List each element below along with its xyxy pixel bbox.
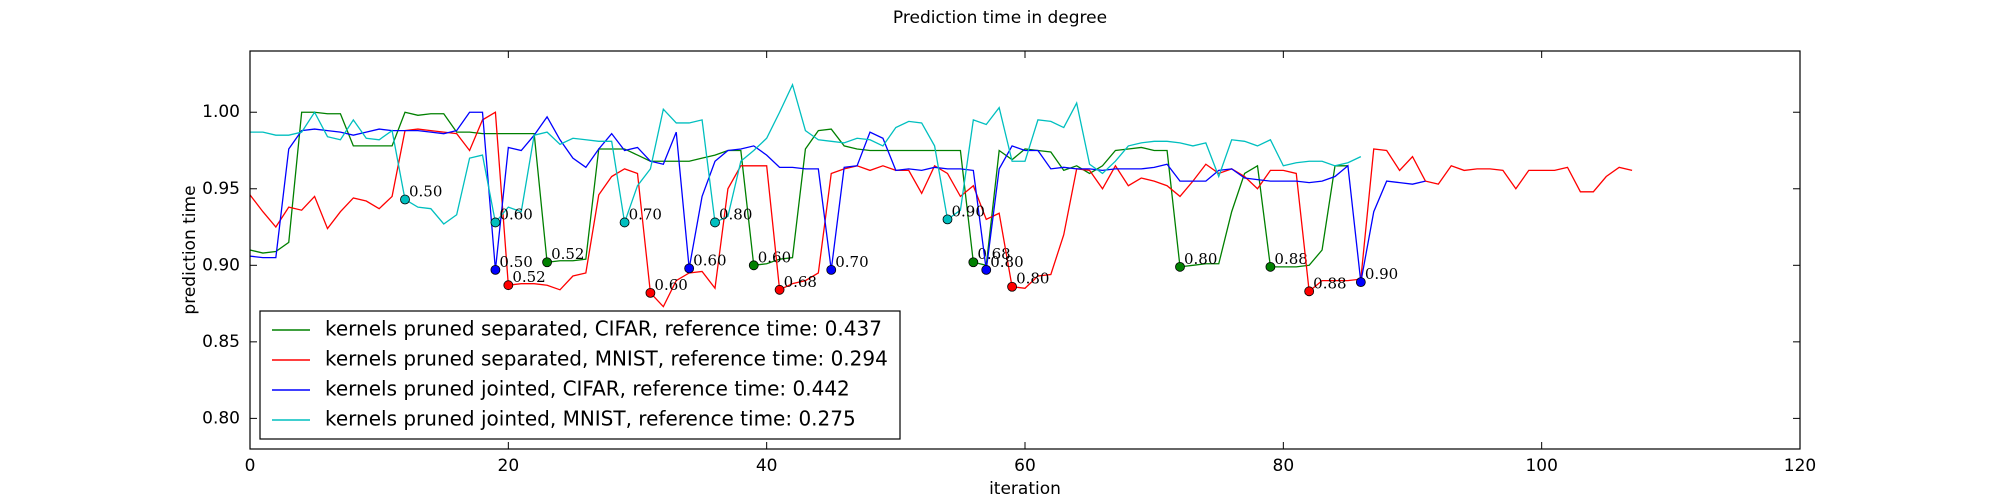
point-marker	[490, 264, 501, 275]
x-tick-label: 80	[1273, 456, 1295, 476]
plot-frame	[249, 50, 1801, 450]
point-marker	[503, 280, 514, 291]
point-marker	[826, 264, 837, 275]
legend-label: kernels pruned separated, CIFAR, referen…	[325, 317, 882, 341]
x-tick-label: 20	[498, 456, 520, 476]
point-label: 0.70	[629, 205, 662, 223]
point-marker	[748, 260, 759, 271]
legend-label: kernels pruned separated, MNIST, referen…	[325, 347, 888, 371]
y-tick-label: 0.95	[202, 179, 240, 199]
point-marker	[490, 217, 501, 228]
point-label: 0.90	[1365, 265, 1398, 283]
point-label: 0.70	[835, 253, 868, 271]
point-marker	[981, 264, 992, 275]
point-label: 0.52	[512, 268, 545, 286]
point-marker	[645, 287, 656, 298]
point-marker	[968, 257, 979, 268]
x-axis-label: iteration	[989, 479, 1061, 499]
x-tick-label: 60	[1014, 456, 1036, 476]
x-tick-label: 120	[1784, 456, 1816, 476]
point-label: 0.80	[1184, 250, 1217, 268]
point-label: 0.60	[693, 251, 726, 269]
point-marker	[400, 194, 410, 205]
series-line	[249, 111, 1426, 283]
point-marker	[1007, 281, 1017, 292]
series-line	[249, 111, 1348, 268]
point-marker	[774, 284, 785, 295]
y-axis-label: prediction time	[180, 185, 200, 314]
chart-title: Prediction time in degree	[893, 8, 1107, 28]
point-label: 0.80	[990, 253, 1023, 271]
point-label: 0.68	[977, 245, 1010, 263]
point-marker	[942, 214, 953, 225]
point-marker	[542, 257, 552, 268]
point-label: 0.50	[499, 253, 532, 271]
point-label: 0.88	[1274, 250, 1307, 268]
y-tick-label: 0.90	[202, 255, 240, 275]
point-marker	[1175, 261, 1185, 272]
point-label: 0.88	[1313, 274, 1346, 292]
point-marker	[1355, 277, 1366, 288]
point-label: 0.50	[409, 182, 442, 200]
point-label: 0.90	[952, 202, 985, 220]
x-tick-label: 100	[1525, 456, 1557, 476]
x-tick-label: 0	[245, 456, 256, 476]
y-tick-label: 1.00	[202, 102, 240, 122]
point-label: 0.80	[719, 205, 752, 223]
point-label: 0.60	[758, 248, 791, 266]
legend-box	[259, 310, 901, 440]
point-label: 0.60	[499, 205, 532, 223]
point-marker	[619, 217, 630, 228]
series-line	[250, 82, 1362, 225]
y-tick-label: 0.85	[202, 332, 240, 352]
point-label: 0.80	[1016, 270, 1049, 288]
legend-label: kernels pruned jointed, CIFAR, reference…	[325, 377, 850, 401]
point-marker	[684, 263, 695, 274]
legend-label: kernels pruned jointed, MNIST, reference…	[325, 407, 856, 431]
point-label: 0.52	[551, 245, 584, 263]
point-marker	[710, 217, 720, 228]
point-label: 0.60	[654, 276, 687, 294]
point-marker	[1265, 261, 1276, 272]
series-line	[249, 111, 1633, 308]
x-tick-label: 40	[756, 456, 778, 476]
y-tick-label: 0.80	[202, 408, 240, 428]
point-label: 0.68	[784, 273, 817, 291]
point-marker	[1304, 286, 1315, 297]
